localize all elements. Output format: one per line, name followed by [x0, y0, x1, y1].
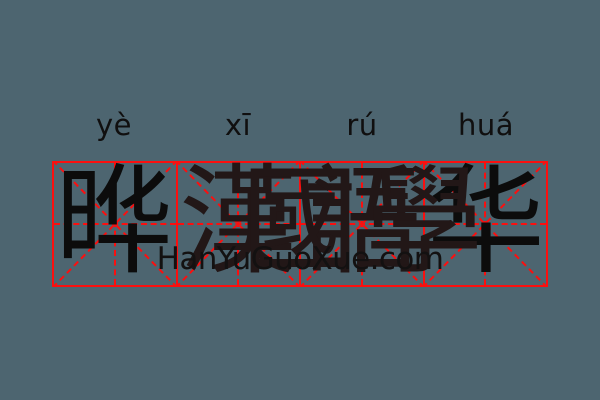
pinyin-syllable-4: huá — [457, 107, 515, 142]
grid-cell-2 — [177, 163, 301, 285]
grid-cell-3 — [301, 163, 425, 285]
grid-vertical-guide-icon — [237, 163, 240, 285]
grid-cell-1 — [54, 163, 178, 285]
grid-vertical-guide-icon — [484, 163, 487, 285]
grid-cell-4 — [424, 163, 546, 285]
mizige-grid — [52, 161, 548, 287]
pinyin-row: yè xī rú huá — [52, 103, 548, 147]
pinyin-syllable-1: yè — [95, 107, 132, 142]
grid-vertical-guide-icon — [360, 163, 363, 285]
pinyin-syllable-2: xī — [224, 107, 252, 142]
pinyin-syllable-3: rú — [346, 107, 378, 142]
grid-vertical-guide-icon — [113, 163, 116, 285]
